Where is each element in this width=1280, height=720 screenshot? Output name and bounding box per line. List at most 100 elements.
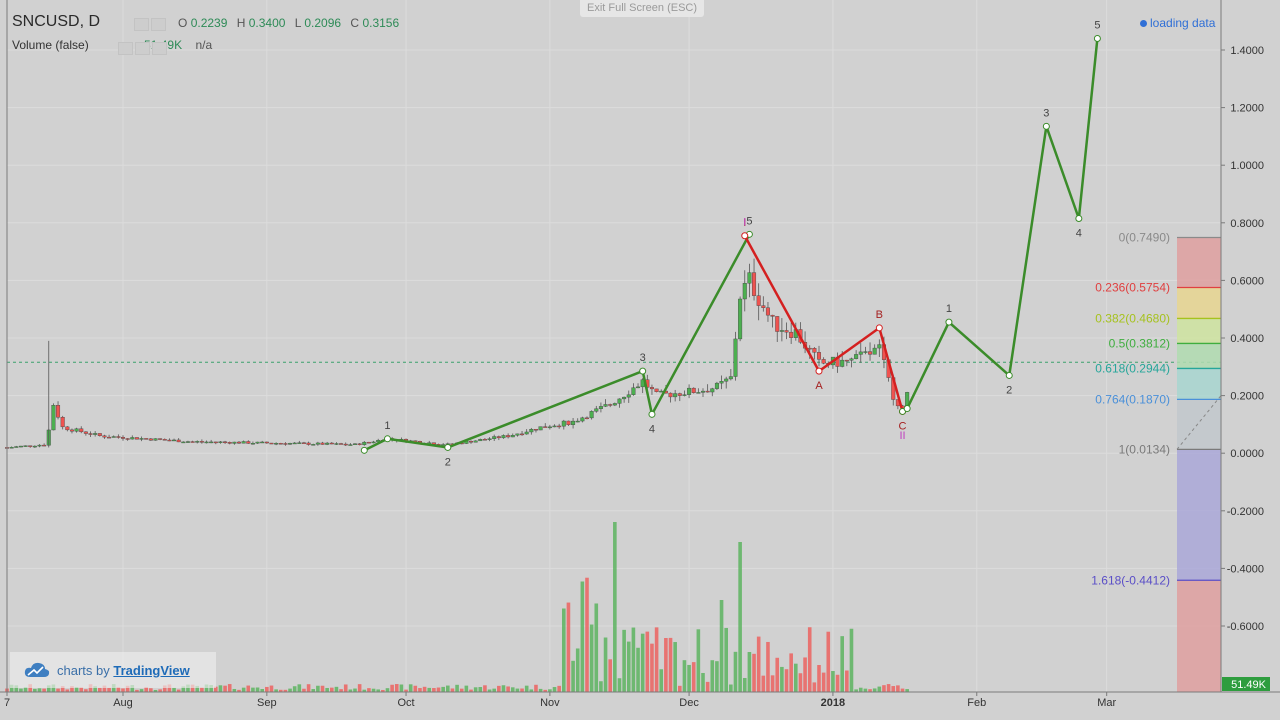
- fibonacci-retracement[interactable]: 0(0.7490) 0.236(0.5754) 0.382(0.4680) 0.5(0…: [1091, 230, 1222, 692]
- volume-bar: [269, 685, 274, 692]
- wave-point: [1075, 214, 1083, 222]
- volume-bar: [575, 648, 580, 692]
- candle-body: [677, 393, 682, 396]
- tradingview-badge[interactable]: charts by TradingView: [10, 652, 216, 688]
- candle-body: [779, 330, 784, 332]
- volume-bar: [640, 633, 645, 692]
- candle-body: [733, 338, 738, 377]
- candle-body: [659, 390, 664, 393]
- low-value: 0.2096: [304, 16, 342, 30]
- candle-body: [863, 351, 868, 353]
- ohlc-readout: O 0.2239 H 0.3400 L 0.2096 C 0.3156: [178, 16, 405, 30]
- wave-label: 5: [746, 215, 752, 227]
- candle-body: [278, 443, 283, 445]
- candle-body: [185, 441, 190, 443]
- volume-bar: [190, 684, 195, 692]
- volume-bar: [390, 684, 394, 692]
- volume-bar: [566, 602, 571, 692]
- candle-body: [515, 433, 520, 436]
- candle-body: [213, 441, 218, 444]
- candle-body: [162, 439, 167, 441]
- volume-bar: [840, 636, 844, 692]
- candle-body: [176, 439, 181, 443]
- volume-bar: [111, 684, 116, 692]
- wave-label: 2: [445, 456, 451, 468]
- fib-zone: [1177, 237, 1221, 288]
- volume-bar: [353, 688, 357, 692]
- volume-bar: [858, 687, 863, 692]
- fib-zone: [1177, 368, 1221, 400]
- wave-point: [945, 318, 953, 326]
- volume-bar: [93, 686, 97, 692]
- candle-body: [329, 442, 334, 445]
- volume-bar: [742, 677, 747, 692]
- volume-bar: [613, 522, 617, 692]
- header-buttons[interactable]: [132, 16, 166, 34]
- volume-bar: [473, 687, 478, 692]
- open-value: 0.2239: [190, 16, 228, 30]
- volume-bar: [246, 685, 251, 692]
- fib-level-label: 1.618(-0.4412): [1091, 573, 1170, 587]
- candle-body: [566, 420, 571, 425]
- candle-body: [701, 390, 706, 393]
- candle-body: [366, 441, 371, 444]
- volume-bar: [608, 659, 612, 692]
- volume-bar: [200, 687, 204, 692]
- x-tick-label: Mar: [1097, 697, 1116, 709]
- candle-body: [585, 417, 590, 420]
- candle-body: [260, 441, 265, 444]
- volume-bar: [854, 689, 858, 692]
- candle-body: [594, 408, 599, 412]
- x-tick-label: Oct: [397, 697, 414, 709]
- exit-fullscreen-button[interactable]: Exit Full Screen (ESC): [580, 0, 704, 17]
- candle-body: [775, 316, 780, 332]
- volume-buttons[interactable]: [116, 40, 167, 58]
- candle-body: [23, 445, 28, 447]
- volume-bar: [116, 687, 121, 692]
- tradingview-link[interactable]: TradingView: [113, 663, 190, 678]
- fib-level-label: 0.618(0.2944): [1095, 361, 1170, 375]
- wave-label: 4: [649, 423, 655, 435]
- volume-bar: [218, 685, 223, 692]
- volume-bar: [436, 687, 441, 692]
- volume-bar: [701, 672, 705, 692]
- volume-bar: [585, 577, 589, 692]
- y-tick-label: 0.0000: [1230, 448, 1264, 460]
- volume-bar: [98, 687, 102, 692]
- volume-bar: [14, 685, 19, 692]
- candle-body: [557, 425, 562, 428]
- volume-bar: [288, 688, 292, 692]
- loading-indicator: loading data: [1140, 16, 1215, 30]
- volume-bar: [863, 688, 868, 692]
- candle-body: [501, 435, 506, 439]
- candle-body: [172, 439, 177, 442]
- volume-bar: [789, 653, 793, 692]
- volume-bar: [664, 638, 668, 692]
- candle-body: [510, 435, 515, 438]
- candle-body: [844, 359, 849, 362]
- volume-bar: [552, 687, 557, 692]
- last-volume-marker: [1222, 677, 1270, 691]
- close-value: 0.3156: [362, 16, 400, 30]
- y-tick-label: -0.6000: [1227, 621, 1264, 633]
- open-label: O: [178, 16, 188, 30]
- volume-bar: [687, 664, 691, 692]
- volume-bar: [283, 689, 288, 692]
- candle-body: [32, 445, 37, 448]
- volume-bar: [780, 666, 784, 692]
- candle-body: [812, 348, 817, 353]
- fib-level-label: 0.382(0.4680): [1095, 311, 1170, 325]
- volume-bar: [529, 689, 534, 692]
- volume-bar: [255, 687, 260, 692]
- volume-bar: [761, 675, 766, 692]
- candle-body: [691, 387, 696, 393]
- volume-bar: [33, 688, 37, 692]
- volume-bar: [719, 600, 724, 692]
- candle-body: [56, 405, 61, 418]
- candle-body: [608, 404, 613, 406]
- candle-body: [761, 305, 766, 308]
- volume-bar: [668, 637, 673, 692]
- candle-body: [752, 272, 757, 296]
